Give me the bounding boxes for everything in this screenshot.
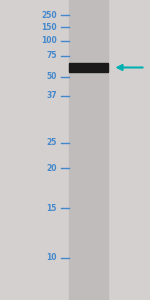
Text: 15: 15: [47, 204, 57, 213]
Bar: [69, 63, 108, 72]
Bar: [69, 0, 108, 300]
Text: 50: 50: [47, 72, 57, 81]
Text: 75: 75: [46, 51, 57, 60]
Text: 25: 25: [47, 138, 57, 147]
Text: 20: 20: [46, 164, 57, 172]
Text: 150: 150: [41, 22, 57, 32]
Text: 100: 100: [41, 36, 57, 45]
Text: 37: 37: [46, 92, 57, 100]
Text: 10: 10: [46, 254, 57, 262]
Text: 250: 250: [41, 11, 57, 20]
